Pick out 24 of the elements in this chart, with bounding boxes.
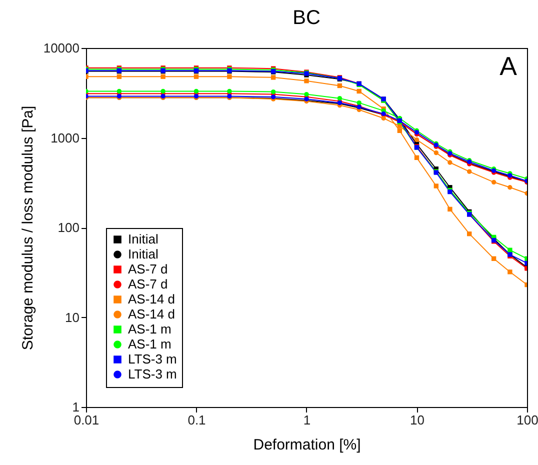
y-tick-label: 1 <box>72 400 80 414</box>
x-tick-label: 100 <box>516 412 538 428</box>
x-tick-label: 1 <box>303 412 311 428</box>
chart-title: BC <box>292 7 320 29</box>
y-axis-title: Storage modulus / loss modulus [Pa] <box>19 106 36 350</box>
legend-label: LTS-3 m <box>128 366 177 382</box>
annotation: A <box>500 51 518 81</box>
y-tick-label: 10 <box>65 310 80 325</box>
y-tick-label: 10000 <box>43 40 80 56</box>
y-tick-label: 100 <box>58 220 80 235</box>
legend-label: AS-14 d <box>128 306 175 322</box>
x-tick-label: 10 <box>410 412 424 428</box>
legend-label: AS-14 d <box>128 292 175 306</box>
y-tick-label: 1000 <box>50 130 80 146</box>
x-axis-title: Deformation [%] <box>253 436 361 454</box>
x-tick-label: 0.01 <box>74 412 100 428</box>
legend-label: Initial <box>128 246 158 262</box>
legend-label: AS-7 d <box>128 276 168 292</box>
legend-label: AS-1 m <box>128 336 172 352</box>
legend-label: Initial <box>128 232 158 246</box>
legend-label: LTS-3 m <box>128 352 177 366</box>
x-tick-label: 0.1 <box>188 412 206 428</box>
legend-label: AS-7 d <box>128 262 168 276</box>
legend-label: AS-1 m <box>128 322 172 336</box>
